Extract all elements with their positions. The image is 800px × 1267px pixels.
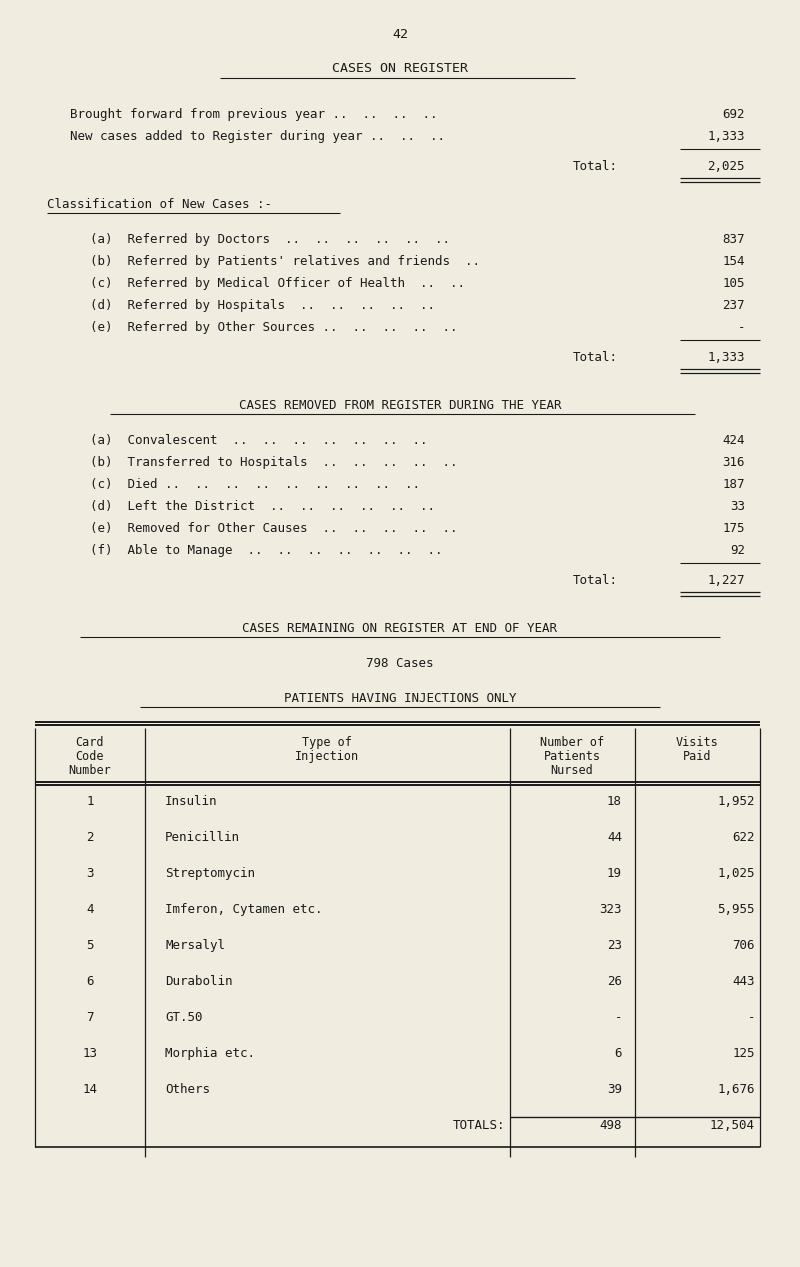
Text: 5: 5 <box>86 939 94 952</box>
Text: 6: 6 <box>614 1047 622 1060</box>
Text: 187: 187 <box>722 478 745 492</box>
Text: 706: 706 <box>733 939 755 952</box>
Text: (a)  Referred by Doctors  ..  ..  ..  ..  ..  ..: (a) Referred by Doctors .. .. .. .. .. .… <box>90 233 450 246</box>
Text: Morphia etc.: Morphia etc. <box>165 1047 255 1060</box>
Text: 4: 4 <box>86 903 94 916</box>
Text: 237: 237 <box>722 299 745 312</box>
Text: 323: 323 <box>599 903 622 916</box>
Text: 1,333: 1,333 <box>707 351 745 364</box>
Text: 443: 443 <box>733 976 755 988</box>
Text: Card: Card <box>76 736 104 749</box>
Text: 2: 2 <box>86 831 94 844</box>
Text: Total:: Total: <box>573 574 618 587</box>
Text: 692: 692 <box>722 108 745 122</box>
Text: Streptomycin: Streptomycin <box>165 867 255 881</box>
Text: (d)  Left the District  ..  ..  ..  ..  ..  ..: (d) Left the District .. .. .. .. .. .. <box>90 500 435 513</box>
Text: 175: 175 <box>722 522 745 535</box>
Text: (c)  Died ..  ..  ..  ..  ..  ..  ..  ..  ..: (c) Died .. .. .. .. .. .. .. .. .. <box>90 478 420 492</box>
Text: -: - <box>614 1011 622 1024</box>
Text: 5,955: 5,955 <box>718 903 755 916</box>
Text: CASES ON REGISTER: CASES ON REGISTER <box>332 62 468 75</box>
Text: 2,025: 2,025 <box>707 160 745 174</box>
Text: Brought forward from previous year ..  ..  ..  ..: Brought forward from previous year .. ..… <box>70 108 438 122</box>
Text: Patients: Patients <box>543 750 601 763</box>
Text: -: - <box>738 321 745 334</box>
Text: Classification of New Cases :-: Classification of New Cases :- <box>47 198 272 212</box>
Text: CASES REMOVED FROM REGISTER DURING THE YEAR: CASES REMOVED FROM REGISTER DURING THE Y… <box>238 399 562 412</box>
Text: 18: 18 <box>607 794 622 808</box>
Text: 23: 23 <box>607 939 622 952</box>
Text: 7: 7 <box>86 1011 94 1024</box>
Text: Visits: Visits <box>676 736 718 749</box>
Text: 837: 837 <box>722 233 745 246</box>
Text: 13: 13 <box>82 1047 98 1060</box>
Text: 424: 424 <box>722 435 745 447</box>
Text: 1,025: 1,025 <box>718 867 755 881</box>
Text: CASES REMAINING ON REGISTER AT END OF YEAR: CASES REMAINING ON REGISTER AT END OF YE… <box>242 622 558 635</box>
Text: (a)  Convalescent  ..  ..  ..  ..  ..  ..  ..: (a) Convalescent .. .. .. .. .. .. .. <box>90 435 427 447</box>
Text: 26: 26 <box>607 976 622 988</box>
Text: Total:: Total: <box>573 160 618 174</box>
Text: (c)  Referred by Medical Officer of Health  ..  ..: (c) Referred by Medical Officer of Healt… <box>90 277 465 290</box>
Text: 1,227: 1,227 <box>707 574 745 587</box>
Text: 44: 44 <box>607 831 622 844</box>
Text: 39: 39 <box>607 1083 622 1096</box>
Text: (e)  Removed for Other Causes  ..  ..  ..  ..  ..: (e) Removed for Other Causes .. .. .. ..… <box>90 522 458 535</box>
Text: 14: 14 <box>82 1083 98 1096</box>
Text: (f)  Able to Manage  ..  ..  ..  ..  ..  ..  ..: (f) Able to Manage .. .. .. .. .. .. .. <box>90 544 442 557</box>
Text: Type of: Type of <box>302 736 352 749</box>
Text: Code: Code <box>76 750 104 763</box>
Text: 6: 6 <box>86 976 94 988</box>
Text: 33: 33 <box>730 500 745 513</box>
Text: (e)  Referred by Other Sources ..  ..  ..  ..  ..: (e) Referred by Other Sources .. .. .. .… <box>90 321 458 334</box>
Text: New cases added to Register during year ..  ..  ..: New cases added to Register during year … <box>70 131 445 143</box>
Text: Insulin: Insulin <box>165 794 218 808</box>
Text: 154: 154 <box>722 255 745 269</box>
Text: 1,333: 1,333 <box>707 131 745 143</box>
Text: 12,504: 12,504 <box>710 1119 755 1131</box>
Text: 798 Cases: 798 Cases <box>366 658 434 670</box>
Text: 105: 105 <box>722 277 745 290</box>
Text: Penicillin: Penicillin <box>165 831 240 844</box>
Text: Nursed: Nursed <box>550 764 594 777</box>
Text: Number of: Number of <box>540 736 604 749</box>
Text: Durabolin: Durabolin <box>165 976 233 988</box>
Text: 1,952: 1,952 <box>718 794 755 808</box>
Text: 316: 316 <box>722 456 745 469</box>
Text: 622: 622 <box>733 831 755 844</box>
Text: 125: 125 <box>733 1047 755 1060</box>
Text: Others: Others <box>165 1083 210 1096</box>
Text: -: - <box>747 1011 755 1024</box>
Text: Imferon, Cytamen etc.: Imferon, Cytamen etc. <box>165 903 322 916</box>
Text: (d)  Referred by Hospitals  ..  ..  ..  ..  ..: (d) Referred by Hospitals .. .. .. .. .. <box>90 299 435 312</box>
Text: Mersalyl: Mersalyl <box>165 939 225 952</box>
Text: (b)  Referred by Patients' relatives and friends  ..: (b) Referred by Patients' relatives and … <box>90 255 480 269</box>
Text: Paid: Paid <box>682 750 711 763</box>
Text: 1,676: 1,676 <box>718 1083 755 1096</box>
Text: 42: 42 <box>392 28 408 41</box>
Text: (b)  Transferred to Hospitals  ..  ..  ..  ..  ..: (b) Transferred to Hospitals .. .. .. ..… <box>90 456 458 469</box>
Text: PATIENTS HAVING INJECTIONS ONLY: PATIENTS HAVING INJECTIONS ONLY <box>284 692 516 704</box>
Text: 498: 498 <box>599 1119 622 1131</box>
Text: Number: Number <box>69 764 111 777</box>
Text: 92: 92 <box>730 544 745 557</box>
Text: 3: 3 <box>86 867 94 881</box>
Text: 19: 19 <box>607 867 622 881</box>
Text: GT.50: GT.50 <box>165 1011 202 1024</box>
Text: TOTALS:: TOTALS: <box>453 1119 505 1131</box>
Text: Injection: Injection <box>295 750 359 763</box>
Text: 1: 1 <box>86 794 94 808</box>
Text: Total:: Total: <box>573 351 618 364</box>
